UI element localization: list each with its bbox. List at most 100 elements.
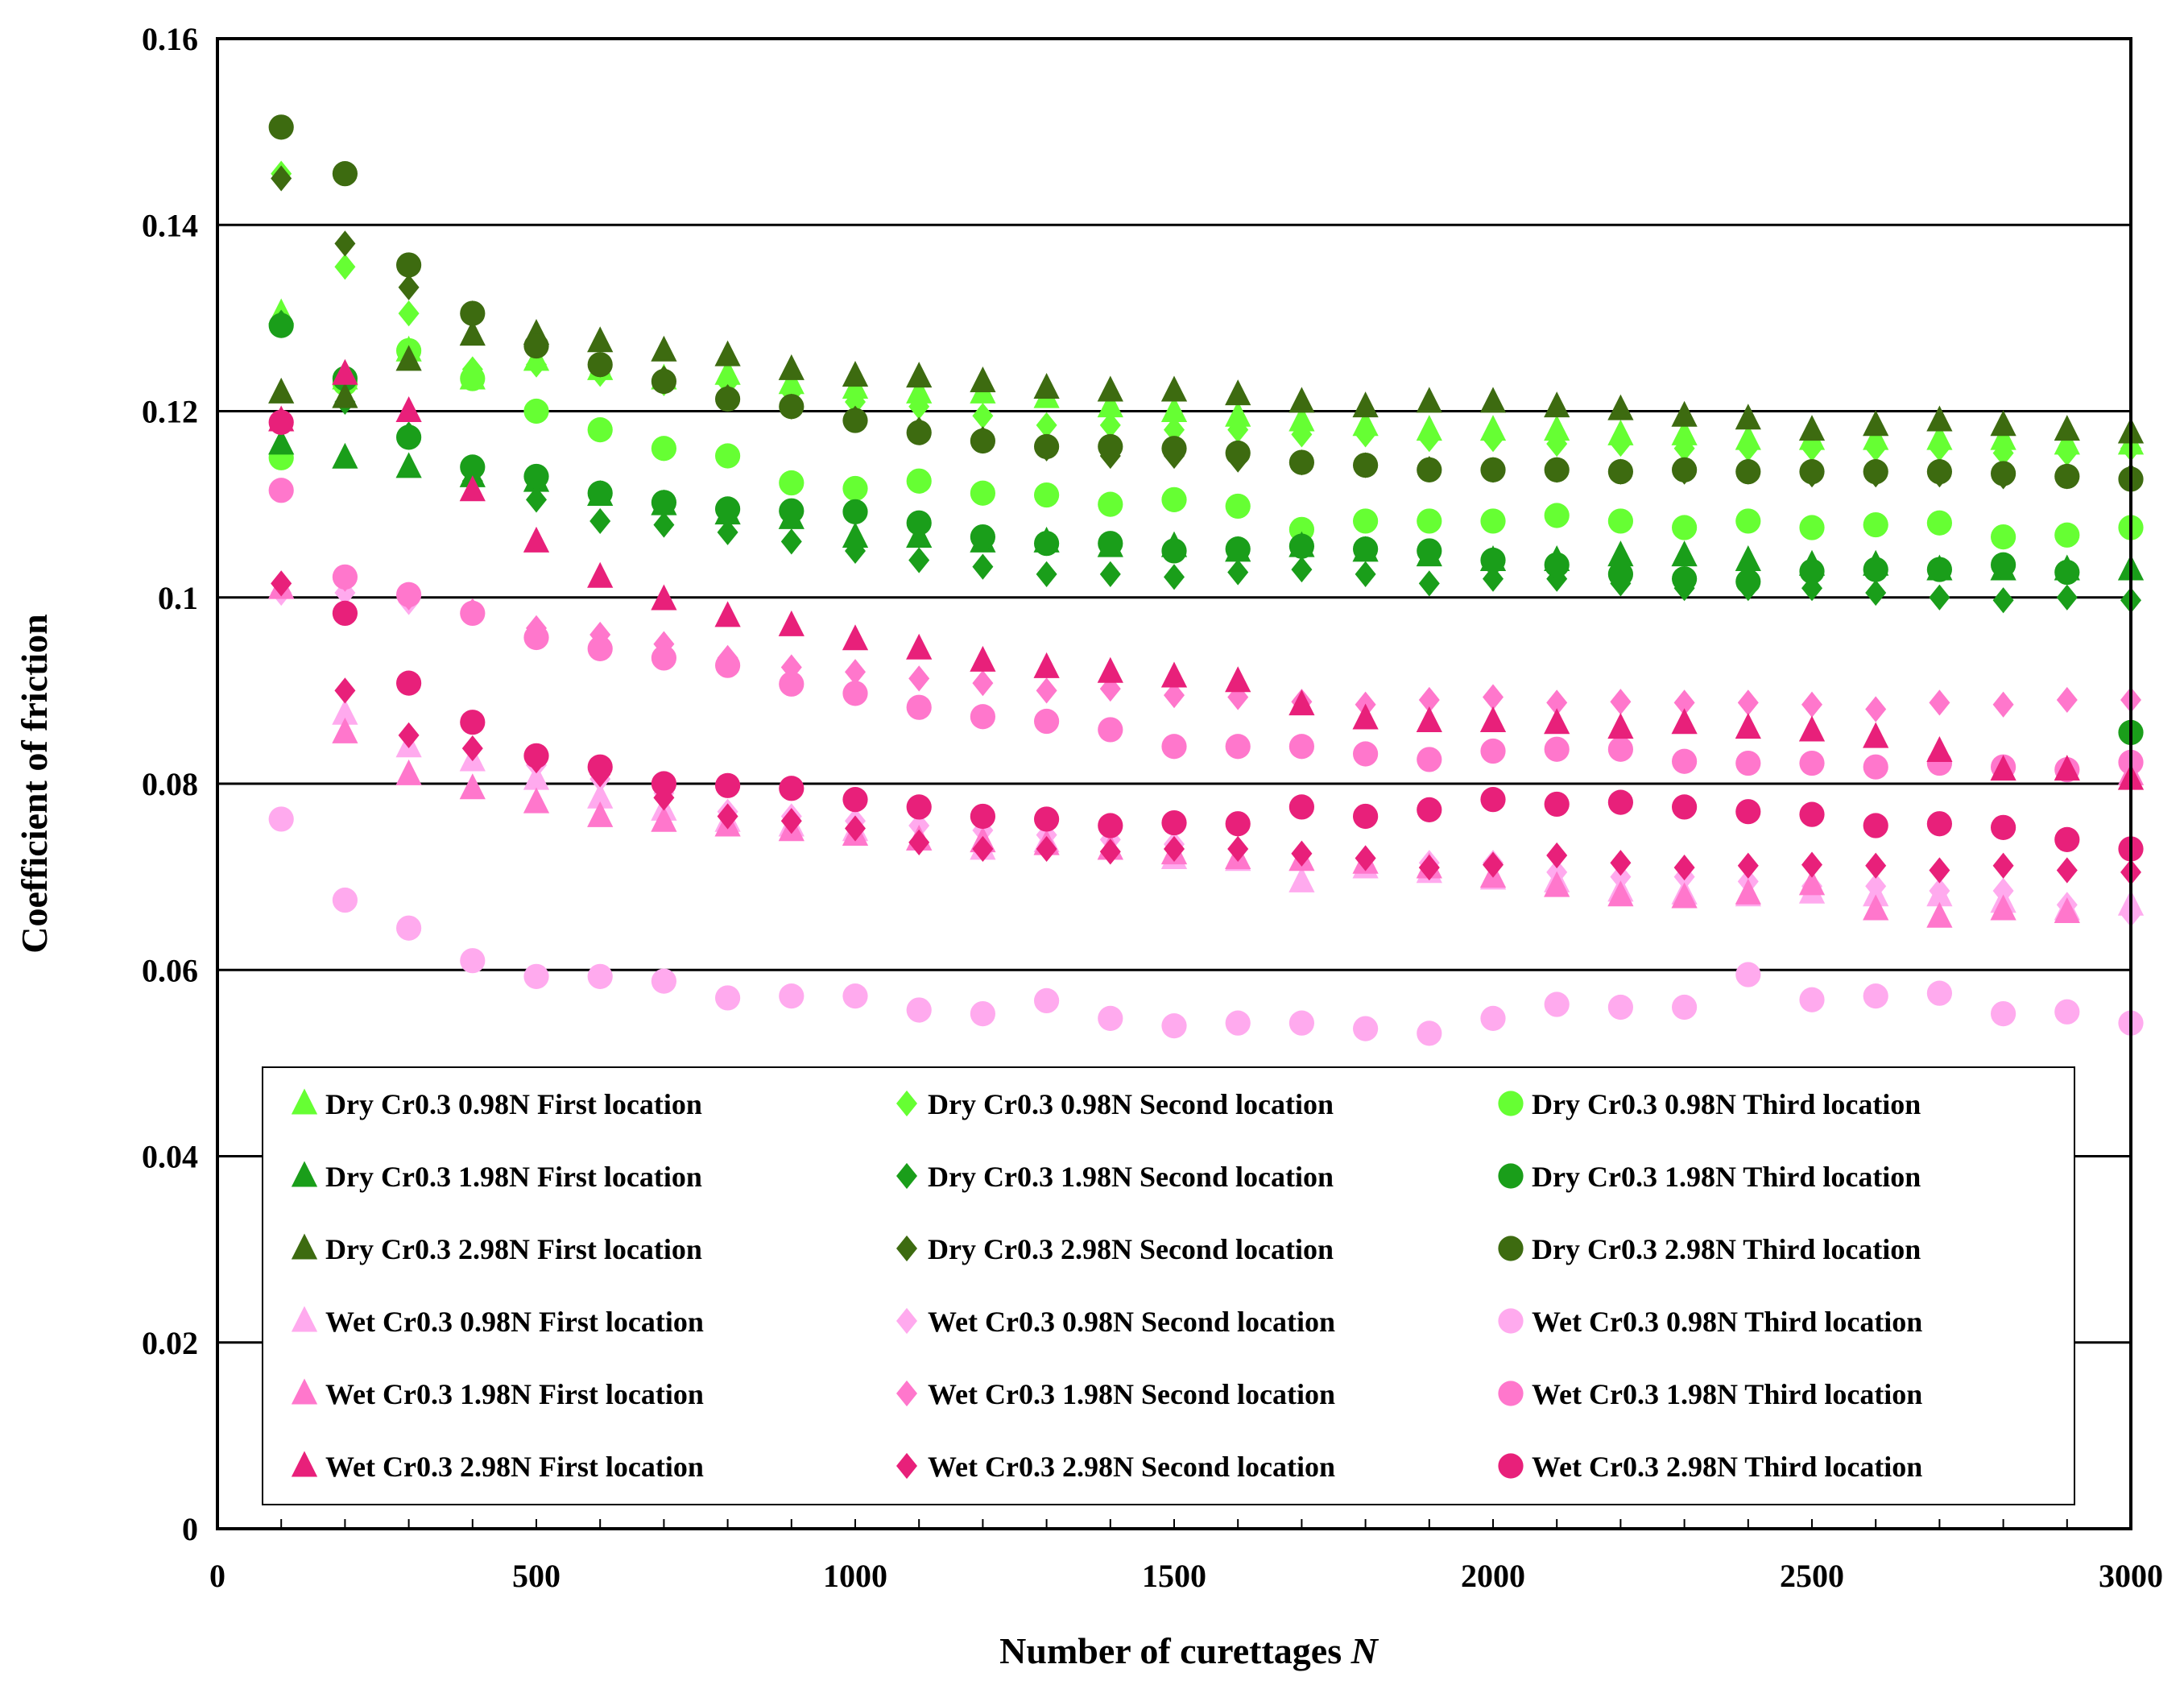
data-point	[715, 772, 741, 798]
data-point	[1671, 400, 1698, 427]
data-point	[1288, 1010, 1314, 1036]
data-point	[461, 735, 483, 762]
data-point	[845, 537, 866, 565]
data-point	[1799, 987, 1825, 1012]
data-point	[1544, 791, 1570, 818]
data-point	[460, 710, 486, 735]
data-point	[780, 808, 802, 834]
data-point	[1735, 544, 1761, 571]
data-point	[2054, 826, 2080, 852]
data-point	[1863, 511, 1888, 538]
data-point	[1929, 435, 1950, 462]
data-point	[1992, 852, 2014, 879]
data-point	[1480, 787, 1506, 813]
data-point	[1288, 449, 1314, 475]
data-point	[523, 398, 549, 424]
legend-label: Dry Cr0.3 2.98N Second location	[928, 1233, 1334, 1265]
data-point	[1990, 424, 2016, 450]
data-point	[1417, 538, 1442, 564]
data-point	[332, 382, 358, 408]
legend-marker	[896, 1090, 917, 1117]
data-point	[398, 722, 420, 748]
data-point	[842, 787, 868, 813]
data-point	[1416, 706, 1442, 732]
data-point	[1483, 426, 1504, 453]
data-point	[1929, 857, 1950, 884]
data-point	[651, 335, 677, 362]
y-tick-label: 0.08	[142, 766, 198, 802]
data-point	[842, 475, 868, 502]
data-point	[1161, 436, 1187, 462]
data-point	[970, 645, 996, 672]
data-point	[523, 743, 549, 768]
y-tick-label: 0.12	[142, 394, 198, 430]
plot-area-border	[216, 37, 2132, 1530]
data-point	[587, 417, 613, 443]
data-point	[715, 985, 741, 1011]
series-group	[268, 318, 2145, 444]
data-point	[587, 480, 613, 506]
x-tick-label: 3000	[2099, 1558, 2163, 1594]
data-point	[1607, 508, 1633, 534]
x-axis-title-variable: N	[1351, 1630, 1379, 1671]
data-point	[332, 698, 358, 725]
data-point	[1799, 515, 1825, 540]
data-point	[651, 805, 677, 832]
data-point	[906, 420, 932, 445]
x-axis-title: Number of curettages N	[999, 1630, 1379, 1671]
data-point	[1863, 983, 1888, 1009]
data-point	[1417, 457, 1442, 482]
data-point	[1036, 835, 1057, 863]
data-point	[906, 794, 932, 820]
legend-marker	[1498, 1236, 1524, 1261]
data-point	[1671, 419, 1698, 445]
data-point	[1991, 524, 2016, 550]
legend-marker	[1498, 1163, 1524, 1189]
data-point	[1288, 689, 1315, 716]
legend-marker	[291, 1233, 318, 1260]
data-point	[526, 351, 547, 378]
data-point	[1164, 564, 1185, 590]
data-point	[906, 362, 933, 388]
data-point	[1863, 754, 1888, 780]
data-point	[1291, 556, 1313, 583]
data-point	[779, 498, 805, 524]
data-point	[268, 114, 294, 140]
data-point	[332, 564, 358, 590]
data-point	[779, 470, 805, 496]
data-point	[1926, 510, 1952, 536]
data-point	[2054, 897, 2080, 924]
data-point	[715, 652, 741, 678]
data-point	[1161, 1013, 1187, 1039]
data-point	[1225, 400, 1251, 427]
data-point	[459, 773, 486, 800]
data-point	[395, 345, 422, 371]
data-point	[1735, 713, 1761, 739]
data-point	[1480, 508, 1506, 534]
data-point	[1863, 813, 1888, 838]
legend-label: Dry Cr0.3 0.98N Second location	[928, 1088, 1334, 1120]
data-point	[1418, 570, 1440, 597]
data-point	[1992, 877, 2014, 905]
data-point	[1799, 459, 1825, 485]
data-point	[845, 659, 866, 685]
data-point	[398, 300, 420, 327]
data-point	[2056, 857, 2078, 884]
data-point	[1225, 1010, 1251, 1036]
data-point	[334, 254, 356, 280]
data-point	[1097, 375, 1123, 402]
x-tick-label: 0	[209, 1558, 225, 1594]
y-axis-title: Coefficient of friction	[14, 614, 55, 954]
legend-marker	[291, 1088, 318, 1115]
data-point	[1992, 587, 2014, 614]
data-point	[1161, 486, 1187, 512]
data-point	[651, 771, 677, 797]
data-point	[970, 704, 995, 730]
data-point	[1735, 569, 1761, 594]
data-point	[395, 759, 422, 785]
data-point	[1225, 379, 1251, 406]
data-point	[1353, 508, 1379, 534]
data-point	[1865, 579, 1887, 607]
data-point	[332, 717, 358, 743]
